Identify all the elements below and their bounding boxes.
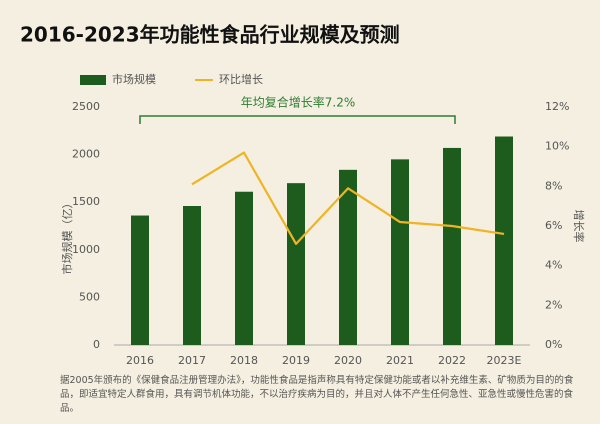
bar xyxy=(235,191,253,345)
bar xyxy=(391,159,409,345)
bar xyxy=(443,147,461,345)
legend-label: 环比增长 xyxy=(219,72,263,86)
y-tick-label: 1500 xyxy=(72,195,100,208)
x-tick-label: 2016 xyxy=(126,354,154,367)
x-tick-label: 2017 xyxy=(178,354,206,367)
footnote: 据2005年颁布的《保健食品注册管理办法》，功能性食品是指声称具有特定保健功能或… xyxy=(60,375,574,414)
bar xyxy=(287,183,305,345)
y-tick-label: 0 xyxy=(93,338,100,351)
y2-tick-label: 6% xyxy=(545,219,562,232)
y2-tick-label: 4% xyxy=(545,259,562,272)
y-tick-label: 1000 xyxy=(72,243,100,256)
y2-tick-label: 0% xyxy=(545,338,562,351)
legend-label: 市场规模 xyxy=(112,72,156,86)
bar xyxy=(131,215,149,345)
bar xyxy=(339,169,357,345)
y2-tick-label: 8% xyxy=(545,179,562,192)
line xyxy=(191,151,505,245)
bracket xyxy=(139,115,456,124)
y-tick-label: 2500 xyxy=(72,100,100,113)
legend-swatch xyxy=(80,75,106,85)
y2-axis-label: 增长率 xyxy=(572,210,586,243)
y-tick-label: 2000 xyxy=(72,148,100,161)
x-tick-label: 2023E xyxy=(487,354,522,367)
x-tick-label: 2022 xyxy=(438,354,466,367)
bar xyxy=(183,206,201,345)
y-axis-label: 市场规模（亿） xyxy=(60,198,74,275)
x-tick-label: 2018 xyxy=(230,354,258,367)
y2-tick-label: 2% xyxy=(545,298,562,311)
bar xyxy=(495,136,513,345)
chart-title: 2016-2023年功能性食品行业规模及预测 xyxy=(20,23,400,47)
y2-tick-label: 10% xyxy=(545,140,569,153)
x-tick-label: 2020 xyxy=(334,354,362,367)
x-tick-label: 2021 xyxy=(386,354,414,367)
annotation: 年均复合增长率7.2% xyxy=(241,95,356,110)
y-tick-label: 500 xyxy=(79,290,100,303)
x-tick-label: 2019 xyxy=(282,354,310,367)
y2-tick-label: 12% xyxy=(545,100,569,113)
